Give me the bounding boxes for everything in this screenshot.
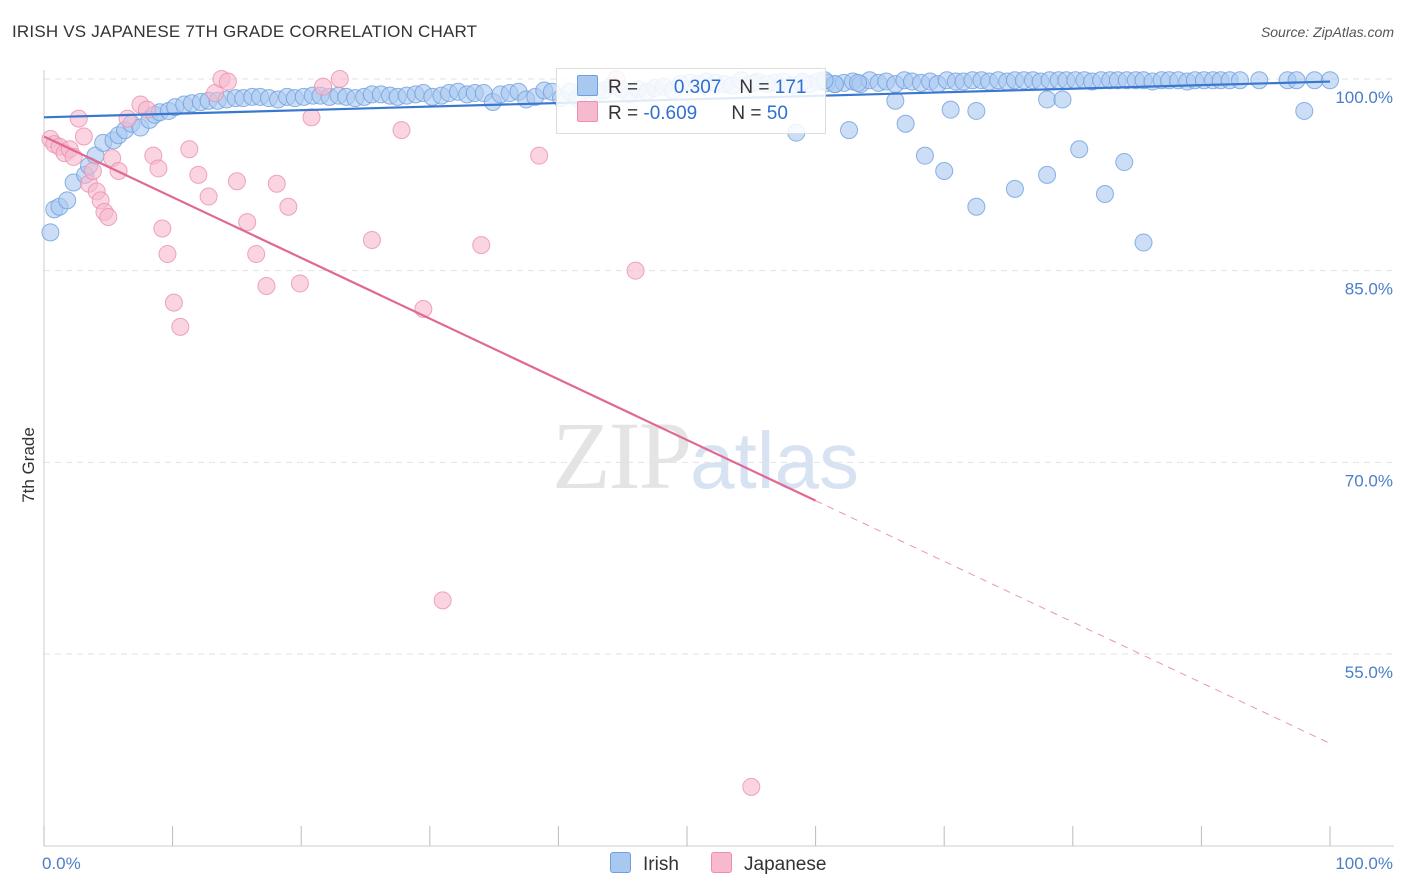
series-japanese-points xyxy=(41,70,761,796)
irish-point-163 xyxy=(1053,90,1072,109)
japanese-point-6 xyxy=(69,109,88,128)
japanese-legend-label: Japanese xyxy=(744,854,827,875)
japanese-point-27 xyxy=(199,187,218,206)
japanese-legend-swatch xyxy=(711,852,732,873)
japanese-point-7 xyxy=(74,127,93,146)
irish-n-value: 171 xyxy=(774,77,807,98)
japanese-point-9 xyxy=(83,162,102,180)
irish-swatch xyxy=(577,75,598,96)
correlation-legend: R = 0.307 N = 171 R = -0.609 N = 50 xyxy=(556,68,826,134)
japanese-n-label: N = xyxy=(731,103,767,124)
japanese-point-47 xyxy=(626,261,645,280)
legend-row-japanese: R = -0.609 N = 50 xyxy=(577,101,788,127)
japanese-point-36 xyxy=(279,197,298,216)
japanese-point-38 xyxy=(302,108,321,127)
irish-r-label: R = xyxy=(608,77,644,98)
japanese-n-value: 50 xyxy=(766,103,788,124)
bottom-legend-japanese: Japanese xyxy=(711,852,826,876)
source-credit: Source: ZipAtlas.com xyxy=(1260,24,1394,40)
irish-r-value: 0.307 xyxy=(673,77,722,98)
japanese-r-label: R = xyxy=(608,103,644,124)
japanese-point-30 xyxy=(218,72,237,91)
japanese-point-46 xyxy=(530,146,549,165)
y-tick-label-0: 100.0% xyxy=(1335,88,1393,107)
y-tick-label-2: 70.0% xyxy=(1345,471,1393,490)
x-tick-label-0: 0.0% xyxy=(42,854,81,873)
japanese-point-41 xyxy=(362,231,381,249)
irish-point-154 xyxy=(1038,165,1057,184)
irish-point-164 xyxy=(1295,101,1314,120)
y-tick-label-1: 85.0% xyxy=(1345,280,1393,299)
irish-point-152 xyxy=(967,197,986,216)
japanese-point-44 xyxy=(433,591,452,610)
japanese-point-23 xyxy=(164,293,183,312)
irish-n-label: N = xyxy=(739,77,775,98)
irish-point-143 xyxy=(1250,71,1269,90)
gridlines xyxy=(44,78,1394,655)
japanese-point-26 xyxy=(189,165,208,184)
japanese-point-33 xyxy=(247,245,266,264)
japanese-point-32 xyxy=(238,213,257,232)
chart-title: IRISH VS JAPANESE 7TH GRADE CORRELATION … xyxy=(12,22,478,41)
japanese-point-45 xyxy=(472,236,491,255)
japanese-r-value: -0.609 xyxy=(643,103,698,124)
irish-point-165 xyxy=(1287,71,1306,90)
irish-point-0 xyxy=(41,223,60,242)
irish-point-3 xyxy=(58,191,77,210)
japanese-trend-line xyxy=(43,135,817,502)
irish-point-145 xyxy=(1305,71,1324,90)
irish-point-156 xyxy=(1095,185,1114,203)
irish-point-153 xyxy=(1005,179,1024,198)
japanese-trend-extension xyxy=(815,500,1331,744)
irish-point-169 xyxy=(849,73,868,92)
irish-point-151 xyxy=(935,162,954,180)
irish-point-159 xyxy=(941,100,960,119)
watermark: ZIPatlas xyxy=(552,400,859,511)
irish-point-155 xyxy=(1070,140,1089,159)
watermark-zip: ZIP xyxy=(552,402,692,509)
watermark-atlas: atlas xyxy=(690,416,859,505)
irish-legend-swatch xyxy=(610,852,631,873)
x-tick-label-1: 100.0% xyxy=(1335,854,1393,873)
japanese-point-20 xyxy=(149,159,168,178)
japanese-swatch xyxy=(577,101,598,122)
irish-legend-label: Irish xyxy=(643,854,679,875)
japanese-point-24 xyxy=(171,317,190,336)
irish-point-162 xyxy=(1038,90,1057,109)
japanese-point-35 xyxy=(267,174,286,193)
japanese-point-49 xyxy=(742,777,761,796)
y-tick-label-3: 55.0% xyxy=(1345,663,1393,682)
irish-point-150 xyxy=(915,146,934,165)
bottom-legend-irish: Irish xyxy=(610,852,679,876)
irish-point-148 xyxy=(840,121,859,140)
y-axis-label: 7th Grade xyxy=(19,427,38,503)
japanese-point-22 xyxy=(158,245,177,264)
irish-point-157 xyxy=(1115,153,1134,172)
axes xyxy=(43,70,1394,847)
japanese-point-16 xyxy=(118,109,137,128)
japanese-point-31 xyxy=(227,172,246,191)
irish-point-160 xyxy=(967,101,986,120)
japanese-point-37 xyxy=(290,274,309,293)
tick-labels: 100.0% 85.0% 70.0% 55.0% 0.0% 100.0% xyxy=(42,88,1393,873)
japanese-point-42 xyxy=(392,121,411,140)
irish-point-146 xyxy=(1321,71,1339,90)
japanese-point-39 xyxy=(314,77,333,96)
japanese-point-25 xyxy=(180,140,199,159)
irish-point-161 xyxy=(886,91,905,110)
irish-point-149 xyxy=(896,114,915,133)
legend-row-irish: R = 0.307 N = 171 xyxy=(577,75,806,101)
japanese-point-21 xyxy=(153,219,172,238)
bottom-legend: Irish Japanese xyxy=(0,852,1406,878)
irish-point-142 xyxy=(1230,71,1249,90)
japanese-point-13 xyxy=(99,208,118,226)
irish-point-158 xyxy=(1134,233,1153,252)
japanese-point-34 xyxy=(257,277,276,295)
japanese-point-40 xyxy=(330,70,349,88)
